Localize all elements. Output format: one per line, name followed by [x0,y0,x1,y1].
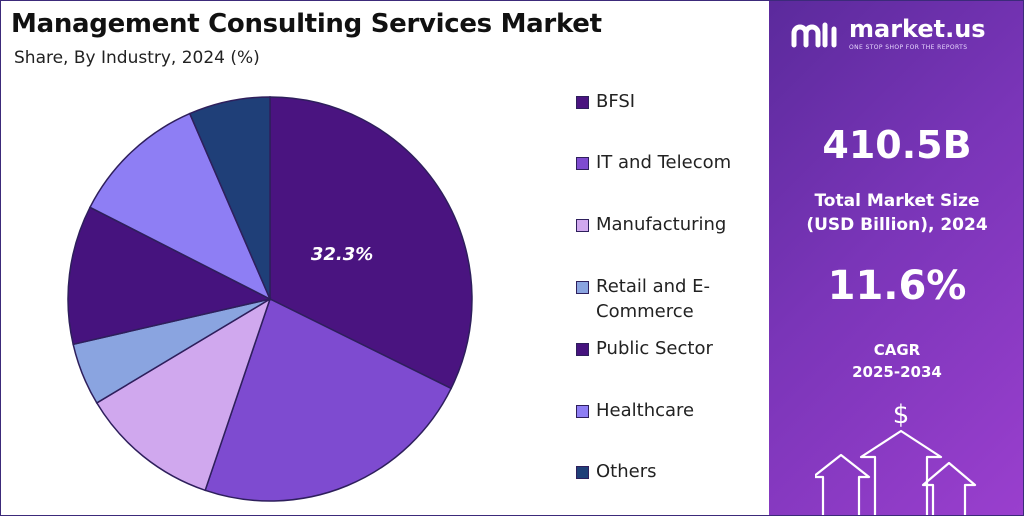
legend-label: Retail and E- Commerce [596,276,711,322]
legend-item-others: Others [576,459,756,484]
legend-label: Public Sector [596,338,713,359]
brand-logo-icon [791,22,837,48]
legend-item-manufacturing: Manufacturing [576,212,756,237]
pie-slice-healthcare [89,112,272,301]
summary-panel: market.us ONE STOP SHOP FOR THE REPORTS … [769,1,1023,515]
legend-label: BFSI [596,91,636,112]
cagr-label-line1: CAGR [873,341,921,359]
legend-item-public-sector: Public Sector [576,336,756,361]
market-size-value: 410.5B [822,123,972,167]
chart-subtitle: Share, By Industry, 2024 (%) [14,48,260,68]
dollar-symbol: $ [893,400,910,430]
brand-tagline: ONE STOP SHOP FOR THE REPORTS [849,44,968,51]
legend-label: Others [596,461,657,482]
chart-panel: Management Consulting Services Market Sh… [1,1,769,515]
legend-swatch [576,466,589,479]
legend-item-healthcare: Healthcare [576,398,756,423]
pie-slice-public-sector [67,206,273,346]
legend-swatch [576,157,589,170]
legend-item-retail-and-e-commerce: Retail and E- Commerce [576,274,756,324]
legend-label: Healthcare [596,400,695,421]
market-size-label-line2: (USD Billion), 2024 [806,215,988,235]
legend-item-it-and-telecom: IT and Telecom [576,150,756,175]
pie-chart: 32.3% [67,96,473,502]
cagr-value: 11.6% [827,263,967,309]
brand: market.us ONE STOP SHOP FOR THE REPORTS [791,17,986,51]
legend-swatch [576,96,589,109]
legend-swatch [576,405,589,418]
legend-label: Manufacturing [596,214,727,235]
brand-name: market.us [849,15,986,43]
market-size-label-line1: Total Market Size [814,191,980,211]
legend-swatch [576,281,589,294]
pie-slice-others [188,96,271,300]
legend-item-bfsi: BFSI [576,89,756,114]
legend-label: IT and Telecom [596,152,732,173]
pie-slice-it-and-telecom [204,297,453,502]
chart-title: Management Consulting Services Market [11,9,602,39]
pie-slice-bfsi [269,96,473,390]
legend-swatch [576,219,589,232]
pie-slice-manufacturing [95,297,272,492]
growth-arrows-icon: $ [815,400,977,515]
data-label-bfsi: 32.3% [311,244,373,265]
cagr-label-line2: 2025-2034 [852,363,942,381]
legend-swatch [576,343,589,356]
